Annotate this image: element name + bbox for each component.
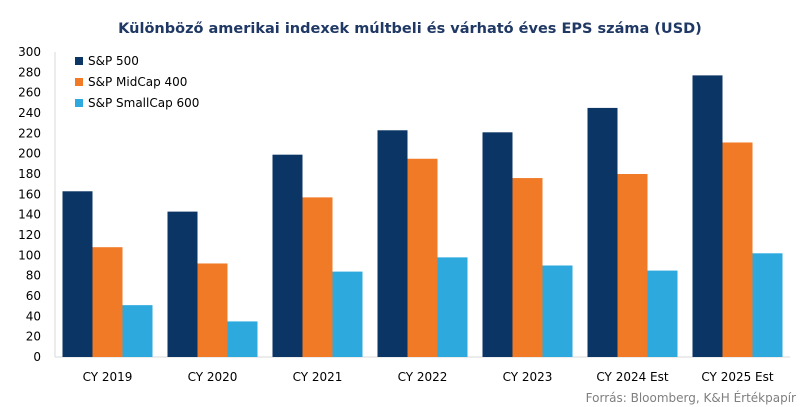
bar xyxy=(332,271,363,357)
bar xyxy=(377,130,408,357)
bar xyxy=(122,305,153,357)
bar xyxy=(512,178,543,357)
bar xyxy=(587,107,618,358)
x-tick-label: CY 2019 xyxy=(83,370,133,384)
bar xyxy=(92,247,123,357)
x-tick-label: CY 2020 xyxy=(188,370,238,384)
bar xyxy=(62,191,93,357)
bar xyxy=(722,142,753,357)
legend: S&P 500 S&P MidCap 400 S&P SmallCap 600 xyxy=(75,54,199,110)
bar xyxy=(542,265,573,357)
y-tick-label: 60 xyxy=(26,289,41,303)
y-tick-label: 40 xyxy=(26,309,41,323)
legend-label: S&P 500 xyxy=(88,54,139,68)
y-tick-label: 140 xyxy=(18,208,41,222)
x-axis: CY 2019 CY 2020 CY 2021 CY 2022 CY 2023 CY 20… xyxy=(55,356,790,384)
y-axis: 0 20 40 60 80 100 120 140 160 180 200 220 240 260 280 3… xyxy=(18,45,56,364)
legend-label: S&P MidCap 400 xyxy=(88,75,187,89)
y-tick-label: 260 xyxy=(18,86,41,100)
bar xyxy=(752,253,783,357)
bar xyxy=(617,174,648,357)
series-group xyxy=(62,75,723,358)
bar xyxy=(272,154,303,357)
legend-swatch xyxy=(75,57,83,65)
bar xyxy=(437,257,468,357)
bar xyxy=(227,321,258,357)
y-tick-label: 0 xyxy=(33,350,41,364)
y-tick-label: 200 xyxy=(18,147,41,161)
bar xyxy=(302,197,333,357)
bar xyxy=(647,270,678,357)
y-tick-label: 180 xyxy=(18,167,41,181)
y-tick-label: 280 xyxy=(18,65,41,79)
y-tick-label: 300 xyxy=(18,45,41,59)
y-tick-label: 220 xyxy=(18,126,41,140)
legend-swatch xyxy=(75,78,83,86)
y-tick-label: 120 xyxy=(18,228,41,242)
y-tick-label: 240 xyxy=(18,106,41,120)
y-tick-label: 100 xyxy=(18,248,41,262)
y-tick-label: 160 xyxy=(18,187,41,201)
x-tick-label: CY 2023 xyxy=(503,370,553,384)
bar xyxy=(407,158,438,357)
series-group xyxy=(92,142,753,357)
x-tick-label: CY 2024 Est xyxy=(596,370,669,384)
legend-label: S&P SmallCap 600 xyxy=(88,96,199,110)
x-tick-label: CY 2022 xyxy=(398,370,448,384)
y-tick-label: 80 xyxy=(26,269,41,283)
y-tick-label: 20 xyxy=(26,330,41,344)
bars xyxy=(62,75,783,358)
bar xyxy=(482,132,513,357)
bar xyxy=(197,263,228,357)
legend-swatch xyxy=(75,99,83,107)
bar xyxy=(692,75,723,357)
x-tick-label: CY 2021 xyxy=(293,370,343,384)
series-group xyxy=(122,253,783,357)
chart-title: Különböző amerikai indexek múltbeli és v… xyxy=(118,21,702,37)
source-note: Forrás: Bloomberg, K&H Értékpapír xyxy=(586,390,796,405)
x-tick-label: CY 2025 Est xyxy=(701,370,774,384)
bar xyxy=(167,211,198,357)
